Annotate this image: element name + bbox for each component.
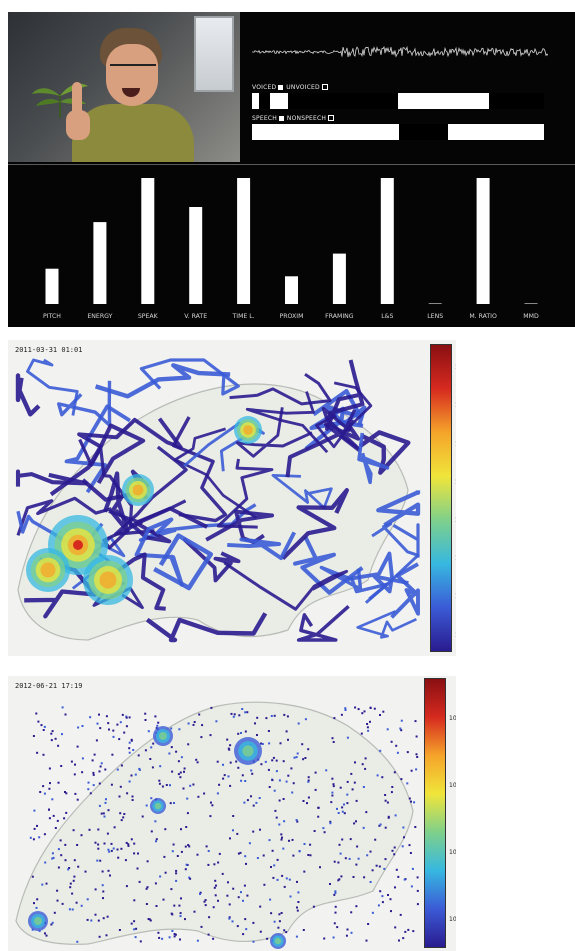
colorbar-tick-label: 10² <box>449 782 456 790</box>
speech-analysis-panel: VOICED UNVOICED SPEECH NONSPEECH PITCH ENER… <box>8 12 575 327</box>
non-voiced-segment <box>488 93 544 109</box>
voiced-segment <box>398 93 489 109</box>
bar-category-label: L&S <box>381 313 393 320</box>
bar-m-ratio <box>476 178 490 304</box>
colorbar-tick-label: 10 <box>455 441 456 448</box>
nonspeech-legend-label: NONSPEECH <box>286 115 327 122</box>
feature-bar-chart: PITCH ENERGY SPEAK V. RATE TIME L. PROXIM FRAM… <box>8 164 575 327</box>
speech-segment-track <box>252 124 544 140</box>
heatmap-timestamp: 2011-03-31 01:01 <box>15 346 83 354</box>
non-voiced-segment <box>288 93 398 109</box>
colorbar-tick-label: 10 <box>455 593 456 600</box>
bar-category-label: MMD <box>523 313 539 320</box>
heatmap-timestamp: 2012-06-21 17:19 <box>15 682 83 690</box>
bar-mmd <box>524 303 538 304</box>
bar-category-label: FRAMING <box>325 313 354 320</box>
unvoiced-legend-label: UNVOICED <box>286 84 320 91</box>
voiced-segment <box>252 93 260 109</box>
bar-category-label: ENERGY <box>87 313 112 320</box>
voiced-segment <box>269 93 289 109</box>
panel-divider <box>8 164 575 165</box>
bar-v-rate <box>189 207 203 304</box>
heatmap-panel-2011: 2011-03-31 01:01 10 10 10 10 10 10 10 10 <box>8 340 456 656</box>
bar-category-label: LENS <box>427 313 443 320</box>
voiced-legend: VOICED UNVOICED <box>252 84 331 91</box>
glasses <box>110 64 156 76</box>
background-window <box>194 16 234 92</box>
colorbar-tick-label: 10⁰ <box>449 916 456 924</box>
bar-l-s <box>380 178 394 304</box>
waveform-line <box>252 45 548 58</box>
bar-proxim <box>285 276 298 304</box>
bar-category-label: TIME L. <box>231 313 254 320</box>
bar-category-label: M. RATIO <box>469 313 497 320</box>
speech-legend: SPEECH NONSPEECH <box>252 115 337 122</box>
bar-pitch <box>45 268 59 304</box>
colorbar-tick-label: 10¹ <box>449 849 456 857</box>
colorbar-tick-label: 10 <box>455 364 456 371</box>
person-torso <box>72 104 194 162</box>
heatmap-colorbar: 10 10 10 10 10 10 10 10 <box>430 344 456 652</box>
bar-category-label: V. RATE <box>184 313 207 320</box>
bar-time-l- <box>237 178 251 304</box>
heatmap-colorbar: 10³ 10² 10¹ 10⁰ <box>424 678 456 948</box>
heatmap-panel-2012: 2012-06-21 17:19 10³ 10² 10¹ 10⁰ <box>8 676 456 951</box>
colorbar-tick-label: 10 <box>455 632 456 639</box>
mouth <box>122 88 140 97</box>
colorbar-tick-label: 10 <box>455 555 456 562</box>
bar-lens <box>428 303 442 304</box>
voiced-segment-track <box>252 93 544 109</box>
colorbar-tick-label: 10 <box>455 517 456 524</box>
country-outline <box>15 701 414 945</box>
bar-category-label: PROXIM <box>280 313 304 320</box>
colorbar-tick-label: 10 <box>455 402 456 409</box>
voiced-swatch <box>278 85 284 90</box>
bar-energy <box>93 222 107 304</box>
non-speech-segment <box>399 124 448 140</box>
heat-layer <box>15 358 421 643</box>
unvoiced-swatch <box>321 84 328 90</box>
speech-segment <box>252 124 400 140</box>
bar-speak <box>141 178 155 304</box>
raised-finger <box>72 82 82 116</box>
colorbar-tick-label: 10 <box>455 479 456 486</box>
bar-category-label: PITCH <box>43 313 61 320</box>
colorbar-tick-label: 10³ <box>449 715 456 723</box>
speech-swatch <box>278 116 284 121</box>
webcam-video-frame <box>8 12 240 162</box>
speech-segment <box>447 124 544 140</box>
bar-framing <box>332 253 346 304</box>
heat-layer <box>28 706 419 949</box>
bar-category-label: SPEAK <box>138 313 159 320</box>
nonspeech-swatch <box>328 115 335 121</box>
audio-waveform <box>252 45 548 58</box>
speech-legend-label: SPEECH <box>252 115 277 122</box>
voiced-legend-label: VOICED <box>252 84 277 91</box>
